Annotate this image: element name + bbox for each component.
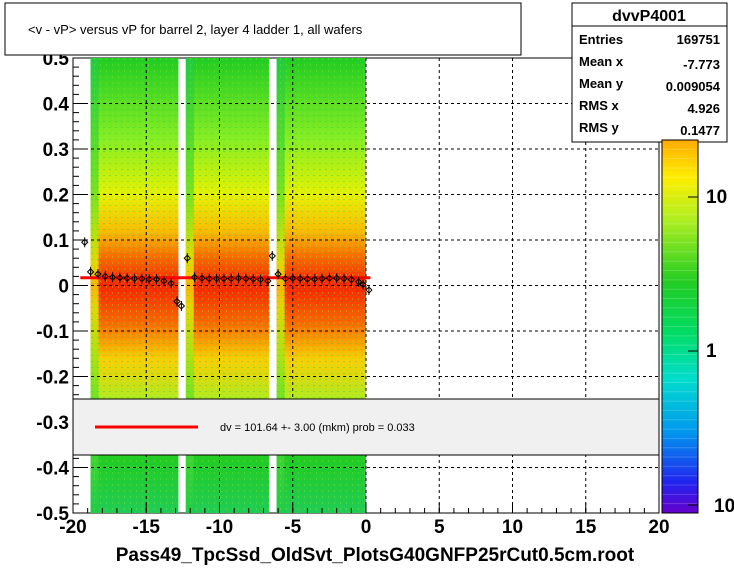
profile-point-24 — [249, 275, 257, 283]
profile-point-28 — [274, 270, 282, 278]
stats-label-1: Mean x — [579, 54, 624, 69]
profile-point-12 — [167, 279, 175, 287]
stats-label-0: Entries — [579, 32, 623, 47]
x-tick-label-1: -15 — [133, 517, 161, 538]
profile-point-26 — [264, 277, 272, 285]
profile-points — [81, 237, 373, 311]
profile-point-34 — [318, 274, 326, 283]
profile-point-41 — [365, 286, 373, 294]
profile-point-23 — [242, 274, 250, 283]
profile-point-8 — [138, 274, 146, 283]
profile-point-30 — [289, 274, 297, 282]
profile-point-1 — [86, 268, 95, 276]
stats-value-3: 4.926 — [687, 101, 720, 116]
y-tick-label-6: 0.1 — [43, 231, 70, 252]
profile-point-35 — [325, 274, 334, 282]
profile-point-29 — [281, 274, 290, 283]
profile-point-0 — [81, 238, 89, 246]
stats-title: dvvP4001 — [612, 8, 686, 25]
stats-box: dvvP4001 Entries 169751 Mean x -7.773 Mean y… — [571, 2, 728, 143]
profile-point-25 — [256, 275, 265, 284]
y-tick-label-7: 0.2 — [43, 186, 69, 207]
stats-value-4: 0.1477 — [680, 123, 720, 138]
stats-value-0: 169751 — [677, 32, 720, 47]
profile-point-36 — [332, 274, 341, 282]
profile-point-16 — [190, 273, 199, 282]
profile-point-2 — [94, 270, 102, 278]
x-tick-label-6: 10 — [502, 517, 523, 538]
chart-title: <v - vP> versus vP for barrel 2, layer 4… — [28, 22, 363, 37]
profile-point-4 — [108, 273, 117, 282]
profile-point-11 — [160, 277, 168, 285]
x-tick-label-2: -10 — [206, 517, 233, 538]
profile-point-39 — [354, 278, 363, 286]
fit-legend-box: dv = 101.64 +- 3.00 (mkm) prob = 0.033 — [72, 398, 660, 456]
profile-point-5 — [116, 274, 124, 282]
x-tick-label-5: 5 — [434, 517, 445, 538]
profile-point-37 — [340, 274, 348, 283]
fit-legend-text: dv = 101.64 +- 3.00 (mkm) prob = 0.033 — [220, 422, 415, 434]
y-tick-label-2: -0.3 — [36, 413, 69, 434]
stats-value-2: 0.009054 — [666, 79, 721, 94]
profile-point-40 — [359, 280, 367, 289]
y-tick-label-9: 0.4 — [43, 95, 70, 116]
axes: -20 -15 -10 -5 0 5 10 15 20 -0.5 -0.4 -0.3 -0.2 -0.1 0… — [36, 49, 669, 538]
colorbar-frame — [661, 139, 699, 514]
profile-point-22 — [234, 274, 243, 282]
profile-point-21 — [227, 274, 235, 283]
profile-point-7 — [130, 274, 139, 283]
color-bar: 10 1 10 — [661, 139, 734, 517]
y-tick-label-3: -0.2 — [36, 368, 69, 389]
profile-point-38 — [347, 275, 356, 284]
profile-point-14 — [177, 302, 186, 310]
y-tick-label-5: 0 — [58, 277, 69, 298]
profile-point-32 — [303, 275, 312, 283]
profile-point-3 — [101, 272, 109, 281]
profile-point-31 — [296, 274, 304, 283]
profile-point-10 — [152, 275, 161, 283]
profile-point-17 — [198, 274, 206, 282]
colorbar-tick-1: 1 — [706, 341, 717, 362]
y-tick-label-4: -0.1 — [36, 322, 69, 343]
profile-point-6 — [123, 274, 131, 282]
profile-point-9 — [145, 275, 153, 283]
profile-point-27 — [268, 252, 276, 260]
colorbar-tick-10: 10 — [706, 187, 727, 208]
x-tick-label-0: -20 — [59, 517, 86, 538]
x-tick-label-3: -5 — [284, 517, 301, 538]
profile-point-15 — [183, 254, 191, 262]
profile-point-20 — [220, 274, 228, 283]
x-tick-label-4: 0 — [361, 517, 372, 538]
stats-label-2: Mean y — [579, 76, 624, 91]
profile-point-33 — [311, 275, 319, 283]
stats-value-1: -7.773 — [683, 57, 720, 72]
profile-point-18 — [205, 274, 213, 283]
stats-label-4: RMS y — [579, 120, 620, 135]
profile-point-19 — [212, 274, 221, 283]
x-tick-label-8: 20 — [648, 517, 669, 538]
profile-point-13 — [173, 297, 181, 306]
x-tick-label-7: 15 — [575, 517, 597, 538]
title-box — [4, 2, 522, 56]
stats-label-3: RMS x — [579, 98, 620, 113]
colorbar-bottom-label: 10 — [714, 496, 734, 517]
x-axis-title: Pass49_TpcSsd_OldSvt_PlotsG40GNFP25rCut0… — [116, 545, 635, 566]
y-tick-label-0: -0.5 — [36, 504, 69, 525]
y-tick-label-1: -0.4 — [36, 459, 69, 480]
y-tick-label-8: 0.3 — [43, 140, 69, 161]
